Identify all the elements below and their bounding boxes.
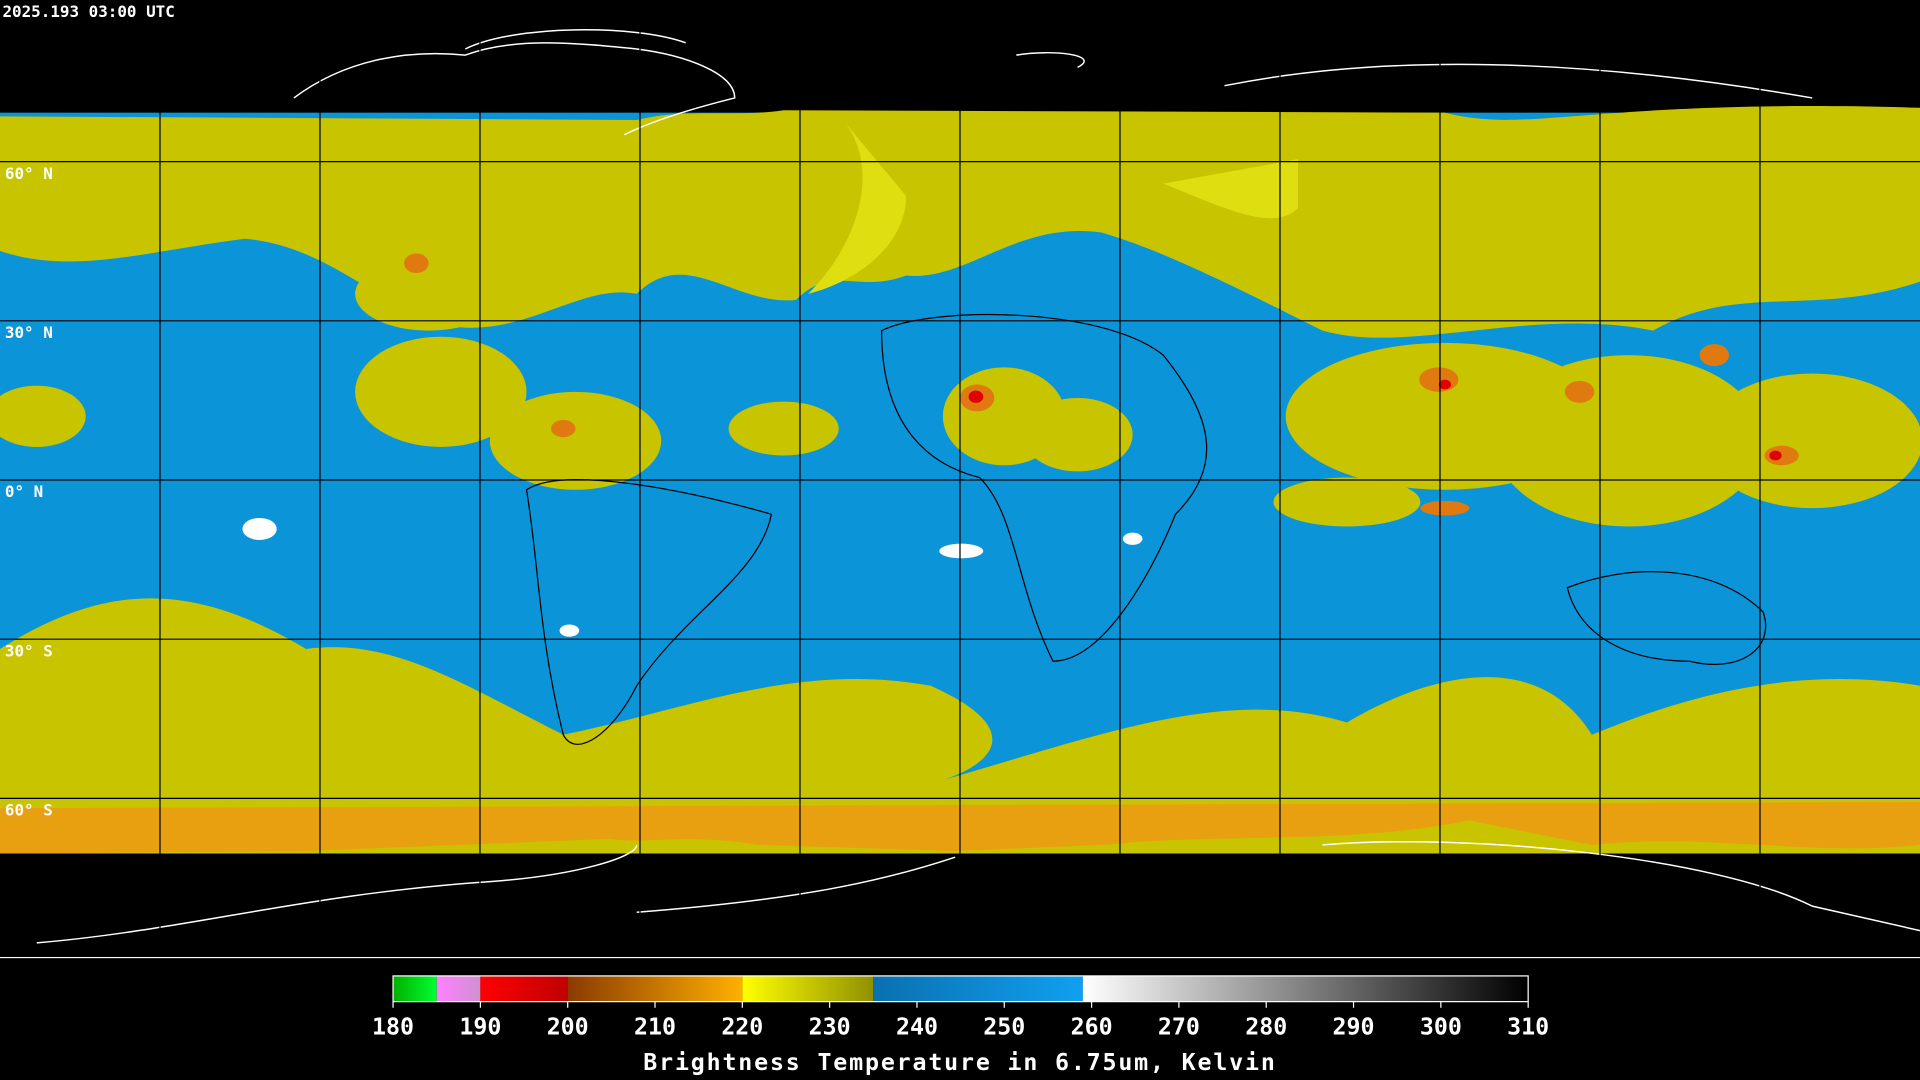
warm-spots bbox=[242, 517, 1143, 637]
lat-label: 60° N bbox=[5, 164, 53, 183]
coldest-tops bbox=[968, 379, 1782, 461]
colorbar-tick-label: 240 bbox=[896, 1014, 938, 1041]
colorbar-tick-label: 280 bbox=[1245, 1014, 1287, 1041]
colorbar-segment bbox=[567, 975, 743, 1002]
graticule: 60° N 30° N 0° N 30° S 60° S bbox=[0, 2, 1920, 959]
colorbar-frame bbox=[392, 975, 1529, 1003]
lat-label: 30° N bbox=[5, 323, 53, 342]
colorbar-tick-label: 250 bbox=[983, 1014, 1025, 1041]
coastlines bbox=[525, 313, 1767, 745]
colorbar-segment bbox=[393, 975, 437, 1002]
colorbar: 180 190 200 210 220 230 240 250 260 270 280 290 300 3… bbox=[372, 975, 1549, 1041]
colorbar-label: Brightness Temperature in 6.75um, Kelvin bbox=[643, 1049, 1276, 1076]
lat-label: 30° S bbox=[5, 641, 53, 660]
colorbar-tick-label: 260 bbox=[1071, 1014, 1113, 1041]
coastlines-polar bbox=[36, 29, 1920, 944]
colorbar-tick-label: 300 bbox=[1420, 1014, 1462, 1041]
colorbar-tick-label: 210 bbox=[634, 1014, 676, 1041]
colorbar-segment bbox=[873, 975, 1083, 1002]
colorbar-tick-label: 200 bbox=[547, 1014, 589, 1041]
colorbar-tick-label: 310 bbox=[1507, 1014, 1549, 1041]
colorbar-segment bbox=[480, 975, 568, 1002]
colorbar-tick-label: 290 bbox=[1333, 1014, 1375, 1041]
colorbar-segment bbox=[742, 975, 874, 1002]
dry-feature bbox=[808, 122, 1298, 294]
timestamp: 2025.193 03:00 UTC bbox=[2, 2, 174, 21]
colorbar-segment bbox=[1082, 975, 1529, 1002]
colorbar-segment bbox=[436, 975, 481, 1002]
colorbar-tick-label: 270 bbox=[1158, 1014, 1200, 1041]
lat-label: 0° N bbox=[5, 482, 43, 501]
colorbar-tick-label: 230 bbox=[809, 1014, 851, 1041]
colorbar-tick-label: 180 bbox=[372, 1014, 414, 1041]
lat-label: 60° S bbox=[5, 801, 53, 820]
colorbar-tick-label: 190 bbox=[459, 1014, 501, 1041]
colorbar-tick-label: 220 bbox=[721, 1014, 763, 1041]
